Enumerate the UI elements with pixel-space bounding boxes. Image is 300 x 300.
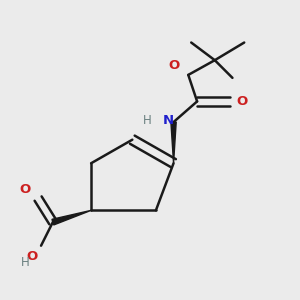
Text: H: H	[143, 114, 152, 127]
Text: O: O	[27, 250, 38, 263]
Polygon shape	[52, 210, 91, 225]
Text: H: H	[20, 256, 29, 269]
Text: O: O	[20, 183, 31, 196]
Text: N: N	[163, 114, 174, 127]
Text: O: O	[168, 59, 179, 72]
Polygon shape	[171, 122, 176, 163]
Text: O: O	[237, 95, 248, 108]
